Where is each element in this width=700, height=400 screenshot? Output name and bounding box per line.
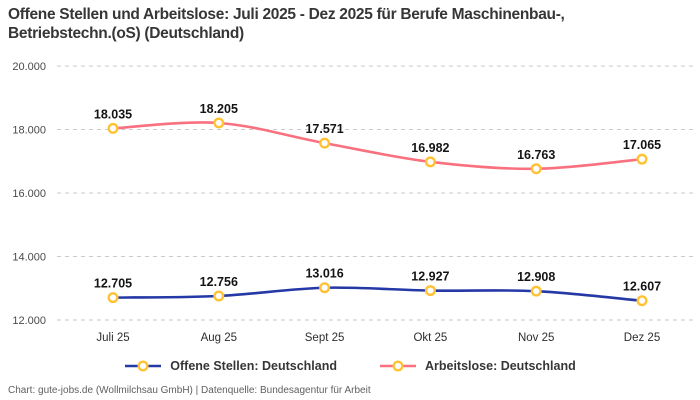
y-tick-label: 14.000 [12, 252, 46, 264]
chart-title: Offene Stellen und Arbeitslose: Juli 202… [8, 5, 692, 43]
chart-credit: Chart: gute-jobs.de (Wollmilchsau GmbH) … [8, 385, 371, 396]
x-axis-labels: Juli 25 Aug 25 Sept 25 Okt 25 Nov 25 Dez 25 [96, 332, 660, 344]
data-point-label: 16.763 [517, 148, 555, 162]
x-axis-label: Juli 25 [96, 332, 129, 344]
data-point-marker [424, 156, 436, 168]
series-line [111, 286, 644, 303]
gridlines: 12.000 14.000 16.000 18.000 20.000 [12, 61, 695, 327]
data-point-label: 12.927 [411, 270, 449, 284]
legend-label-arbeitslose: Arbeitslose: Deutschland [424, 359, 576, 373]
data-point-label: 18.035 [94, 107, 132, 121]
chart-legend: Offene Stellen: Deutschland Arbeitslose:… [0, 359, 700, 373]
x-axis-label: Nov 25 [518, 332, 554, 344]
legend-sample-marker [137, 360, 149, 372]
data-point-label: 13.016 [305, 267, 343, 281]
legend-line-sample-icon [125, 360, 162, 372]
data-point-marker [213, 117, 225, 129]
data-point-label: 12.756 [200, 275, 238, 289]
y-tick-label: 12.000 [12, 315, 46, 327]
series-1: 18.035 18.205 17.571 16.982 16.763 17.065 [94, 102, 661, 175]
x-axis-label: Okt 25 [413, 332, 447, 344]
y-tick-label: 20.000 [12, 61, 46, 73]
legend-item-offene-stellen: Offene Stellen: Deutschland [124, 359, 337, 373]
data-point-marker [636, 295, 648, 307]
data-point-marker [107, 292, 119, 304]
data-point-marker [319, 282, 331, 294]
data-point-marker [107, 122, 119, 134]
data-point-marker [530, 285, 542, 297]
x-axis-label: Sept 25 [305, 332, 345, 344]
data-point-label: 12.607 [623, 280, 661, 294]
x-axis-label: Dez 25 [624, 332, 660, 344]
legend-item-arbeitslose: Arbeitslose: Deutschland [379, 359, 576, 373]
data-point-label: 12.908 [517, 270, 555, 284]
x-axis-label: Aug 25 [201, 332, 237, 344]
series-line [111, 121, 644, 171]
y-tick-label: 18.000 [12, 125, 46, 137]
legend-label-offene-stellen: Offene Stellen: Deutschland [170, 359, 337, 373]
data-point-label: 17.065 [623, 138, 661, 152]
data-point-marker [213, 290, 225, 302]
y-tick-label: 16.000 [12, 188, 46, 200]
chart-title-line1: Offene Stellen und Arbeitslose: Juli 202… [8, 6, 565, 23]
data-point-marker [424, 285, 436, 297]
data-point-label: 16.982 [411, 141, 449, 155]
data-point-label: 18.205 [200, 102, 238, 116]
series-0: 12.705 12.756 13.016 12.927 12.908 12.607 [94, 267, 661, 307]
data-point-marker [530, 163, 542, 175]
data-point-marker [319, 137, 331, 149]
data-point-label: 17.571 [305, 122, 343, 136]
chart-title-line2: Betriebstechn.(oS) (Deutschland) [8, 25, 244, 42]
data-point-label: 12.705 [94, 277, 132, 291]
legend-sample-marker [392, 360, 404, 372]
data-point-marker [636, 153, 648, 165]
legend-line-sample-icon [379, 360, 416, 372]
